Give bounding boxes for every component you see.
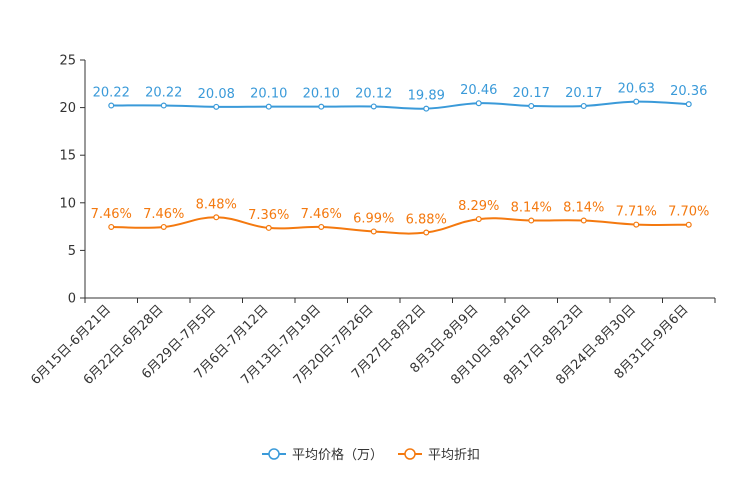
data-label: 20.63 — [618, 82, 655, 97]
data-label: 20.46 — [460, 83, 497, 98]
data-label: 20.22 — [93, 86, 130, 101]
data-label: 20.10 — [303, 87, 340, 102]
data-point — [265, 224, 272, 231]
data-point — [423, 229, 430, 236]
y-tick-label: 25 — [59, 54, 76, 69]
data-label: 20.22 — [145, 86, 182, 101]
data-point — [685, 221, 692, 228]
y-tick-label: 0 — [68, 292, 76, 307]
data-point — [213, 103, 220, 110]
data-label: 20.17 — [513, 86, 550, 101]
data-point — [318, 103, 325, 110]
data-point — [528, 102, 535, 109]
legend-swatch-marker — [404, 448, 416, 460]
legend-swatch-marker — [268, 448, 280, 460]
data-point — [580, 102, 587, 109]
data-point — [370, 228, 377, 235]
data-label: 19.89 — [408, 89, 445, 104]
data-label: 7.46% — [143, 207, 184, 222]
legend-label-1: 平均价格（万） — [292, 447, 383, 463]
data-label: 8.48% — [196, 197, 237, 212]
data-point — [318, 223, 325, 230]
data-label: 8.29% — [458, 199, 499, 214]
series-line-1 — [111, 100, 689, 110]
data-point — [213, 214, 220, 221]
data-point — [633, 221, 640, 228]
data-point — [475, 216, 482, 223]
data-label: 8.14% — [563, 201, 604, 216]
data-point — [265, 103, 272, 110]
y-tick-label: 20 — [59, 101, 76, 116]
data-point — [160, 102, 167, 109]
data-point — [528, 217, 535, 224]
data-label: 20.08 — [198, 87, 235, 102]
data-label: 6.99% — [353, 211, 394, 226]
data-label: 7.70% — [668, 205, 709, 220]
data-label: 20.36 — [670, 84, 707, 99]
data-point — [108, 102, 115, 109]
data-point — [160, 223, 167, 230]
series-line-2 — [111, 216, 689, 235]
data-label: 20.12 — [355, 86, 392, 101]
data-label: 7.36% — [248, 208, 289, 223]
data-point — [475, 100, 482, 107]
data-label: 7.46% — [91, 207, 132, 222]
data-label: 7.71% — [616, 205, 657, 220]
data-point — [633, 98, 640, 105]
data-label: 7.46% — [301, 207, 342, 222]
data-label: 20.10 — [250, 87, 287, 102]
data-point — [685, 101, 692, 108]
data-label: 8.14% — [511, 201, 552, 216]
data-label: 20.17 — [565, 86, 602, 101]
y-tick-label: 15 — [59, 149, 76, 164]
data-point — [108, 223, 115, 230]
data-point — [370, 103, 377, 110]
y-tick-label: 10 — [59, 196, 76, 211]
y-tick-label: 5 — [68, 244, 76, 259]
data-point — [423, 105, 430, 112]
legend-label-2: 平均折扣 — [428, 448, 480, 463]
data-label: 6.88% — [406, 213, 447, 228]
data-point — [580, 217, 587, 224]
